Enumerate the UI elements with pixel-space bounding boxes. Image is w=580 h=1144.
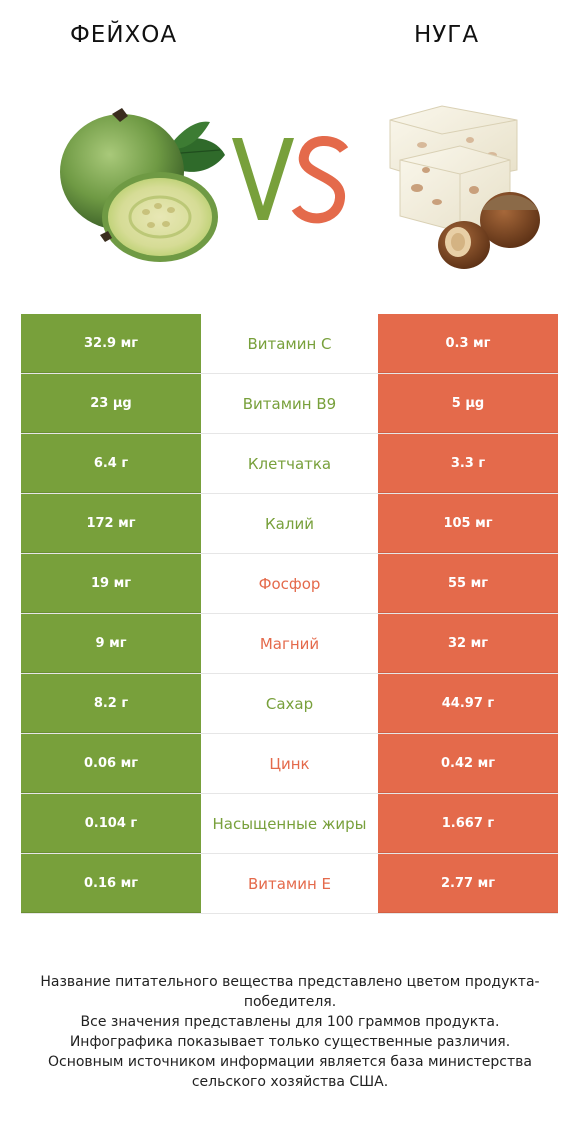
table-row: 19 мг Фосфор 55 мг (21, 554, 558, 614)
value-left: 6.4 г (21, 434, 201, 493)
footnote-line-1: Название питательного вещества представл… (40, 974, 540, 1010)
nutrient-label: Витамин B9 (242, 394, 337, 413)
table-row: 6.4 г Клетчатка 3.3 г (21, 434, 558, 494)
value-right: 2.77 мг (378, 854, 558, 913)
value-left: 32.9 мг (21, 314, 201, 373)
nutrient-label: Насыщенные жиры (212, 814, 367, 833)
value-right: 32 мг (378, 614, 558, 673)
value-left: 0.06 мг (21, 734, 201, 793)
footnote-line-2: Все значения представлены для 100 граммо… (80, 1014, 500, 1030)
value-right: 0.42 мг (378, 734, 558, 793)
table-row: 23 µg Витамин B9 5 µg (21, 374, 558, 434)
table-row: 32.9 мг Витамин C 0.3 мг (21, 314, 558, 374)
value-right: 55 мг (378, 554, 558, 613)
value-left: 19 мг (21, 554, 201, 613)
vs-logo (232, 136, 349, 224)
product-title-left: ФЕЙХОА (70, 22, 178, 48)
value-right: 0.3 мг (378, 314, 558, 373)
footnote: Название питательного вещества представл… (20, 972, 560, 1092)
value-left: 8.2 г (21, 674, 201, 733)
nutrient-label: Фосфор (258, 574, 321, 593)
table-row: 0.06 мг Цинк 0.42 мг (21, 734, 558, 794)
value-right: 1.667 г (378, 794, 558, 853)
nutrient-label: Калий (265, 514, 314, 533)
table-row: 0.16 мг Витамин E 2.77 мг (21, 854, 558, 914)
table-row: 0.104 г Насыщенные жиры 1.667 г (21, 794, 558, 854)
nutrient-label: Магний (259, 634, 320, 653)
feijoa-image (60, 108, 225, 262)
table-row: 9 мг Магний 32 мг (21, 614, 558, 674)
value-left: 23 µg (21, 374, 201, 433)
nutrient-label: Сахар (265, 694, 314, 713)
nutrient-label: Цинк (269, 754, 310, 773)
value-left: 0.16 мг (21, 854, 201, 913)
table-row: 172 мг Калий 105 мг (21, 494, 558, 554)
product-title-right: НУГА (414, 22, 480, 48)
value-right: 3.3 г (378, 434, 558, 493)
footnote-line-3: Инфографика показывает только существенн… (69, 1034, 511, 1050)
nutrient-label: Витамин C (247, 334, 332, 353)
value-right: 44.97 г (378, 674, 558, 733)
nougat-image (389, 105, 540, 269)
value-left: 172 мг (21, 494, 201, 553)
value-left: 9 мг (21, 614, 201, 673)
value-right: 5 µg (378, 374, 558, 433)
value-left: 0.104 г (21, 794, 201, 853)
nutrient-label: Клетчатка (247, 454, 332, 473)
nutrient-label: Витамин E (247, 874, 332, 893)
comparison-table: 32.9 мг Витамин C 0.3 мг 23 µg Витамин B9 5 µ… (21, 314, 558, 914)
table-row: 8.2 г Сахар 44.97 г (21, 674, 558, 734)
value-right: 105 мг (378, 494, 558, 553)
footnote-line-4: Основным источником информации является … (48, 1054, 532, 1090)
